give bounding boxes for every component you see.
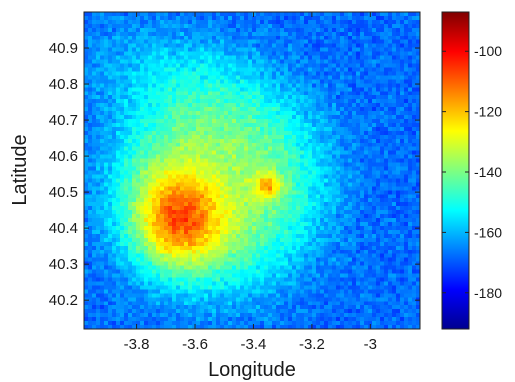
y-tick-label: 40.6 <box>49 148 78 165</box>
y-tick-label: 40.2 <box>49 292 78 309</box>
y-tick-label: 40.7 <box>49 112 78 129</box>
plot-frame <box>83 11 421 330</box>
x-tick-label: -3.6 <box>182 336 208 353</box>
y-axis: 40.2 40.3 40.4 40.5 40.6 40.7 40.8 40.9 <box>49 40 420 309</box>
y-axis-label: Latitude <box>9 134 31 205</box>
x-tick-label: -3 <box>364 336 377 353</box>
colorbar-axis: -100 -120 -140 -160 -180 <box>442 43 502 301</box>
y-tick-label: 40.4 <box>49 220 78 237</box>
x-tick-label: -3.4 <box>241 336 267 353</box>
y-tick-label: 40.9 <box>49 40 78 57</box>
x-tick-label: -3.2 <box>299 336 325 353</box>
y-tick-label: 40.3 <box>49 256 78 273</box>
colorbar-tick-label: -180 <box>474 285 502 301</box>
colorbar-frame <box>441 11 470 330</box>
heatmap-field <box>84 12 420 329</box>
colorbar-tick-label: -160 <box>474 224 502 240</box>
x-axis-label: Longitude <box>208 359 296 381</box>
x-axis: -3.8 -3.6 -3.4 -3.2 -3 <box>124 12 377 353</box>
colorbar-tick-label: -120 <box>474 104 502 120</box>
y-tick-label: 40.8 <box>49 76 78 93</box>
colorbar <box>442 12 469 329</box>
colorbar-tick-label: -100 <box>474 43 502 59</box>
x-tick-label: -3.8 <box>124 336 150 353</box>
y-tick-label: 40.5 <box>49 184 78 201</box>
colorbar-tick-label: -140 <box>474 164 502 180</box>
